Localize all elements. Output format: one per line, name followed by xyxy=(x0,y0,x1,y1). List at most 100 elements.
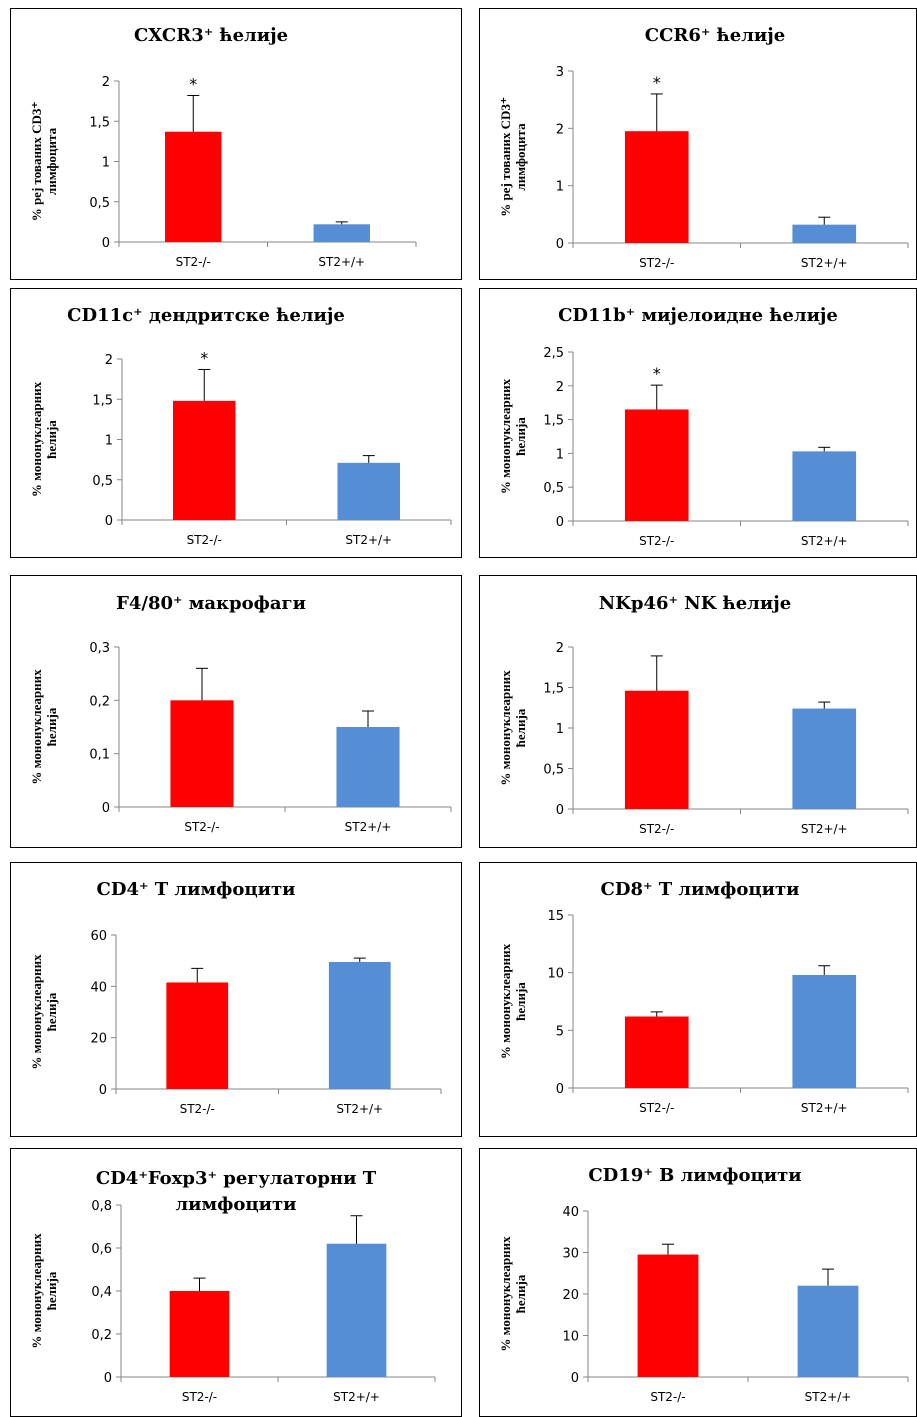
chart-svg: NKp46⁺ NK ћелије % мононуклеарних ћелија 0 0… xyxy=(498,593,909,836)
bar xyxy=(624,690,689,809)
y-axis-label: % мононуклеарних xyxy=(498,1236,513,1352)
bar xyxy=(792,451,857,521)
y-tick-label: 2,5 xyxy=(543,346,564,361)
chart-panel: CD4⁺ Т лимфоцити % мононуклеарних ћелија 0 2… xyxy=(10,862,462,1137)
bar xyxy=(172,400,236,520)
y-tick-label: 0,5 xyxy=(92,474,113,489)
y-axis-label: % мононуклеарних xyxy=(29,669,44,785)
y-tick-label: 20 xyxy=(562,1288,579,1303)
y-tick-label: 0 xyxy=(571,1371,579,1386)
y-axis-label: ћелија xyxy=(44,1271,59,1310)
y-axis-label: ћелија xyxy=(513,982,528,1021)
y-tick-label: 0 xyxy=(99,1083,107,1098)
y-tick-label: 0,4 xyxy=(91,1285,112,1300)
y-tick-label: 0,2 xyxy=(89,694,110,709)
y-tick-label: 5 xyxy=(556,1024,564,1039)
chart-title: NKp46⁺ NK ћелије xyxy=(599,593,791,614)
y-axis-label: ћелија xyxy=(513,708,528,747)
x-tick-label: ST2+/+ xyxy=(345,820,392,834)
y-tick-label: 1 xyxy=(556,447,564,462)
x-tick-label: ST2+/+ xyxy=(801,822,848,836)
bar xyxy=(792,974,857,1088)
y-tick-label: 1 xyxy=(556,722,564,737)
y-tick-label: 20 xyxy=(90,1032,107,1047)
y-tick-label: 0 xyxy=(556,1082,564,1097)
y-tick-label: 10 xyxy=(547,967,564,982)
y-axis-label: ћелија xyxy=(44,707,59,746)
x-tick-label: ST2+/+ xyxy=(318,255,365,269)
chart-title: F4/80⁺ макрофаги xyxy=(116,593,306,614)
chart-title: CD11c⁺ дендритске ћелије xyxy=(67,305,345,326)
chart-title: CD4⁺ Т лимфоцити xyxy=(97,879,296,900)
y-tick-label: 0,3 xyxy=(89,641,110,656)
y-tick-label: 1 xyxy=(105,434,113,449)
x-tick-label: ST2+/+ xyxy=(801,534,848,548)
y-tick-label: 15 xyxy=(547,909,564,924)
y-tick-label: 0,6 xyxy=(91,1242,112,1257)
x-tick-label: ST2-/- xyxy=(639,256,674,270)
bar xyxy=(313,224,370,242)
y-tick-label: 1 xyxy=(556,180,564,195)
y-axis-label: ћелија xyxy=(513,417,528,456)
x-tick-label: ST2-/- xyxy=(176,255,211,269)
significance-marker: * xyxy=(189,74,197,93)
y-axis-label: % реј тованих CD3⁺ xyxy=(498,97,513,217)
bar xyxy=(792,708,857,809)
y-tick-label: 1,5 xyxy=(89,115,110,130)
x-tick-label: ST2+/+ xyxy=(336,1102,383,1116)
bar xyxy=(797,1285,859,1377)
x-tick-label: ST2-/- xyxy=(639,534,674,548)
x-tick-label: ST2+/+ xyxy=(345,533,392,547)
y-tick-label: 0,2 xyxy=(91,1328,112,1343)
chart-panel: F4/80⁺ макрофаги % мононуклеарних ћелија 0 0… xyxy=(10,575,462,848)
chart-svg: F4/80⁺ макрофаги % мононуклеарних ћелија 0 0… xyxy=(29,593,452,834)
y-axis-label: ћелија xyxy=(44,992,59,1031)
y-tick-label: 2 xyxy=(105,353,113,368)
x-tick-label: ST2+/+ xyxy=(801,1101,848,1115)
chart-panel: CD11b⁺ мијелоидне ћелије % мононуклеарних… xyxy=(479,288,917,558)
bar xyxy=(624,1016,689,1088)
chart-svg: CD19⁺ В лимфоцити % мононуклеарних ћелија 0… xyxy=(498,1165,909,1404)
y-axis-label: % мононуклеарних xyxy=(29,381,44,497)
y-tick-label: 40 xyxy=(562,1205,579,1220)
x-tick-label: ST2-/- xyxy=(182,1390,217,1404)
y-axis-label: ћелија xyxy=(513,1274,528,1313)
chart-panel: CD19⁺ В лимфоцити % мононуклеарних ћелија 0… xyxy=(479,1148,917,1417)
y-tick-label: 2 xyxy=(556,122,564,137)
chart-title: CCR6⁺ ћелије xyxy=(645,25,785,46)
y-tick-label: 1,5 xyxy=(543,414,564,429)
x-tick-label: ST2-/- xyxy=(639,822,674,836)
chart-title: CD11b⁺ мијелоидне ћелије xyxy=(558,305,838,326)
chart-svg: CD8⁺ Т лимфоцити % мононуклеарних ћелија 0 5… xyxy=(498,879,909,1115)
chart-title: CD4⁺Foxp3⁺ регулаторни Т xyxy=(96,1168,377,1189)
y-tick-label: 0,5 xyxy=(89,196,110,211)
y-tick-label: 0 xyxy=(104,1371,112,1386)
bar xyxy=(326,1243,387,1377)
y-tick-label: 2 xyxy=(556,641,564,656)
x-tick-label: ST2+/+ xyxy=(805,1390,852,1404)
y-tick-label: 30 xyxy=(562,1247,579,1262)
y-tick-label: 0,8 xyxy=(91,1199,112,1214)
y-tick-label: 0 xyxy=(102,801,110,816)
x-tick-label: ST2-/- xyxy=(187,533,222,547)
bar xyxy=(169,1291,230,1377)
x-tick-label: ST2-/- xyxy=(184,820,219,834)
bar xyxy=(166,982,229,1089)
significance-marker: * xyxy=(653,364,661,383)
y-tick-label: 0,5 xyxy=(543,481,564,496)
chart-title: лимфоцити xyxy=(175,1194,296,1215)
y-tick-label: 1,5 xyxy=(92,393,113,408)
bar xyxy=(337,462,401,520)
y-tick-label: 60 xyxy=(90,929,107,944)
chart-title: CXCR3⁺ ћелије xyxy=(134,25,288,46)
y-axis-label: % мононуклеарних xyxy=(498,670,513,786)
x-tick-label: ST2+/+ xyxy=(801,256,848,270)
y-axis-label: лимфоцита xyxy=(44,127,59,195)
chart-svg: CD4⁺ Т лимфоцити % мононуклеарних ћелија 0 2… xyxy=(29,879,442,1116)
bar xyxy=(792,224,857,243)
chart-panel: CXCR3⁺ ћелије % реј тованих CD3⁺ лимфоцита… xyxy=(10,8,462,280)
y-tick-label: 0,5 xyxy=(543,763,564,778)
bar xyxy=(170,700,234,807)
chart-panel: CCR6⁺ ћелије % реј тованих CD3⁺ лимфоцита 0… xyxy=(479,8,917,280)
chart-svg: CCR6⁺ ћелије % реј тованих CD3⁺ лимфоцита 0… xyxy=(498,25,909,270)
